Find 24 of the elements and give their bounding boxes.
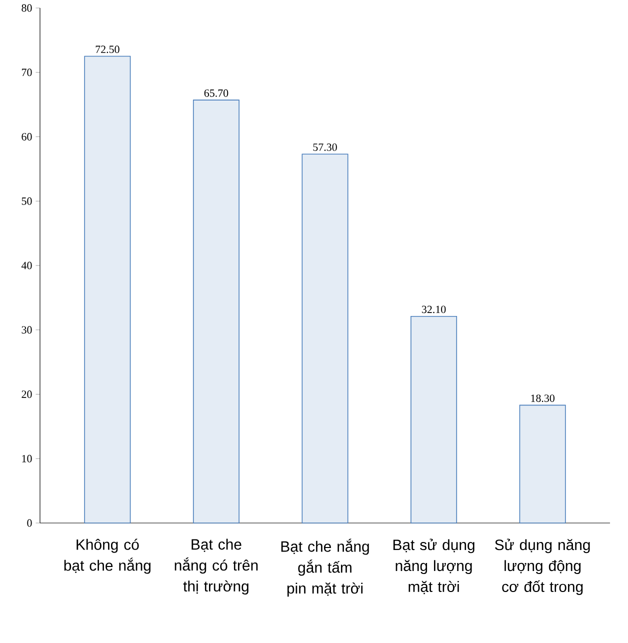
y-tick-label: 70 [22, 68, 32, 76]
y-tick-label: 10 [22, 454, 32, 462]
y-tick-label: 0 [27, 519, 32, 527]
data-label: 32.10 [422, 306, 446, 314]
data-label: 65.70 [204, 89, 228, 97]
y-tick-label: 60 [22, 133, 32, 140]
x-tick-label: Sử dụng năng lượng động cơ đốt trong [495, 538, 590, 595]
data-label: 72.50 [96, 46, 120, 54]
y-tick-label: 30 [22, 326, 32, 334]
y-tick-label: 40 [21, 262, 32, 270]
data-label: 18.30 [531, 394, 554, 402]
bar [192, 100, 240, 524]
bar [410, 316, 458, 524]
x-tick-label: Bạt sử dụng năng lượng mặt trời [393, 538, 474, 594]
x-tick-label: Không có bạt che nắng [64, 538, 150, 574]
bar [84, 56, 131, 524]
bar [519, 404, 566, 524]
x-tick-label: Bạt che nắng có trên thị trường [174, 538, 258, 595]
data-label: 57.30 [313, 144, 337, 151]
bar [302, 154, 348, 524]
y-tick-label: 80 [22, 4, 32, 12]
x-tick-label: Bạt che nắng gắn tấm pin mặt trời [281, 538, 369, 597]
y-tick-label: 50 [22, 197, 32, 205]
y-tick-label: 20 [22, 390, 32, 398]
